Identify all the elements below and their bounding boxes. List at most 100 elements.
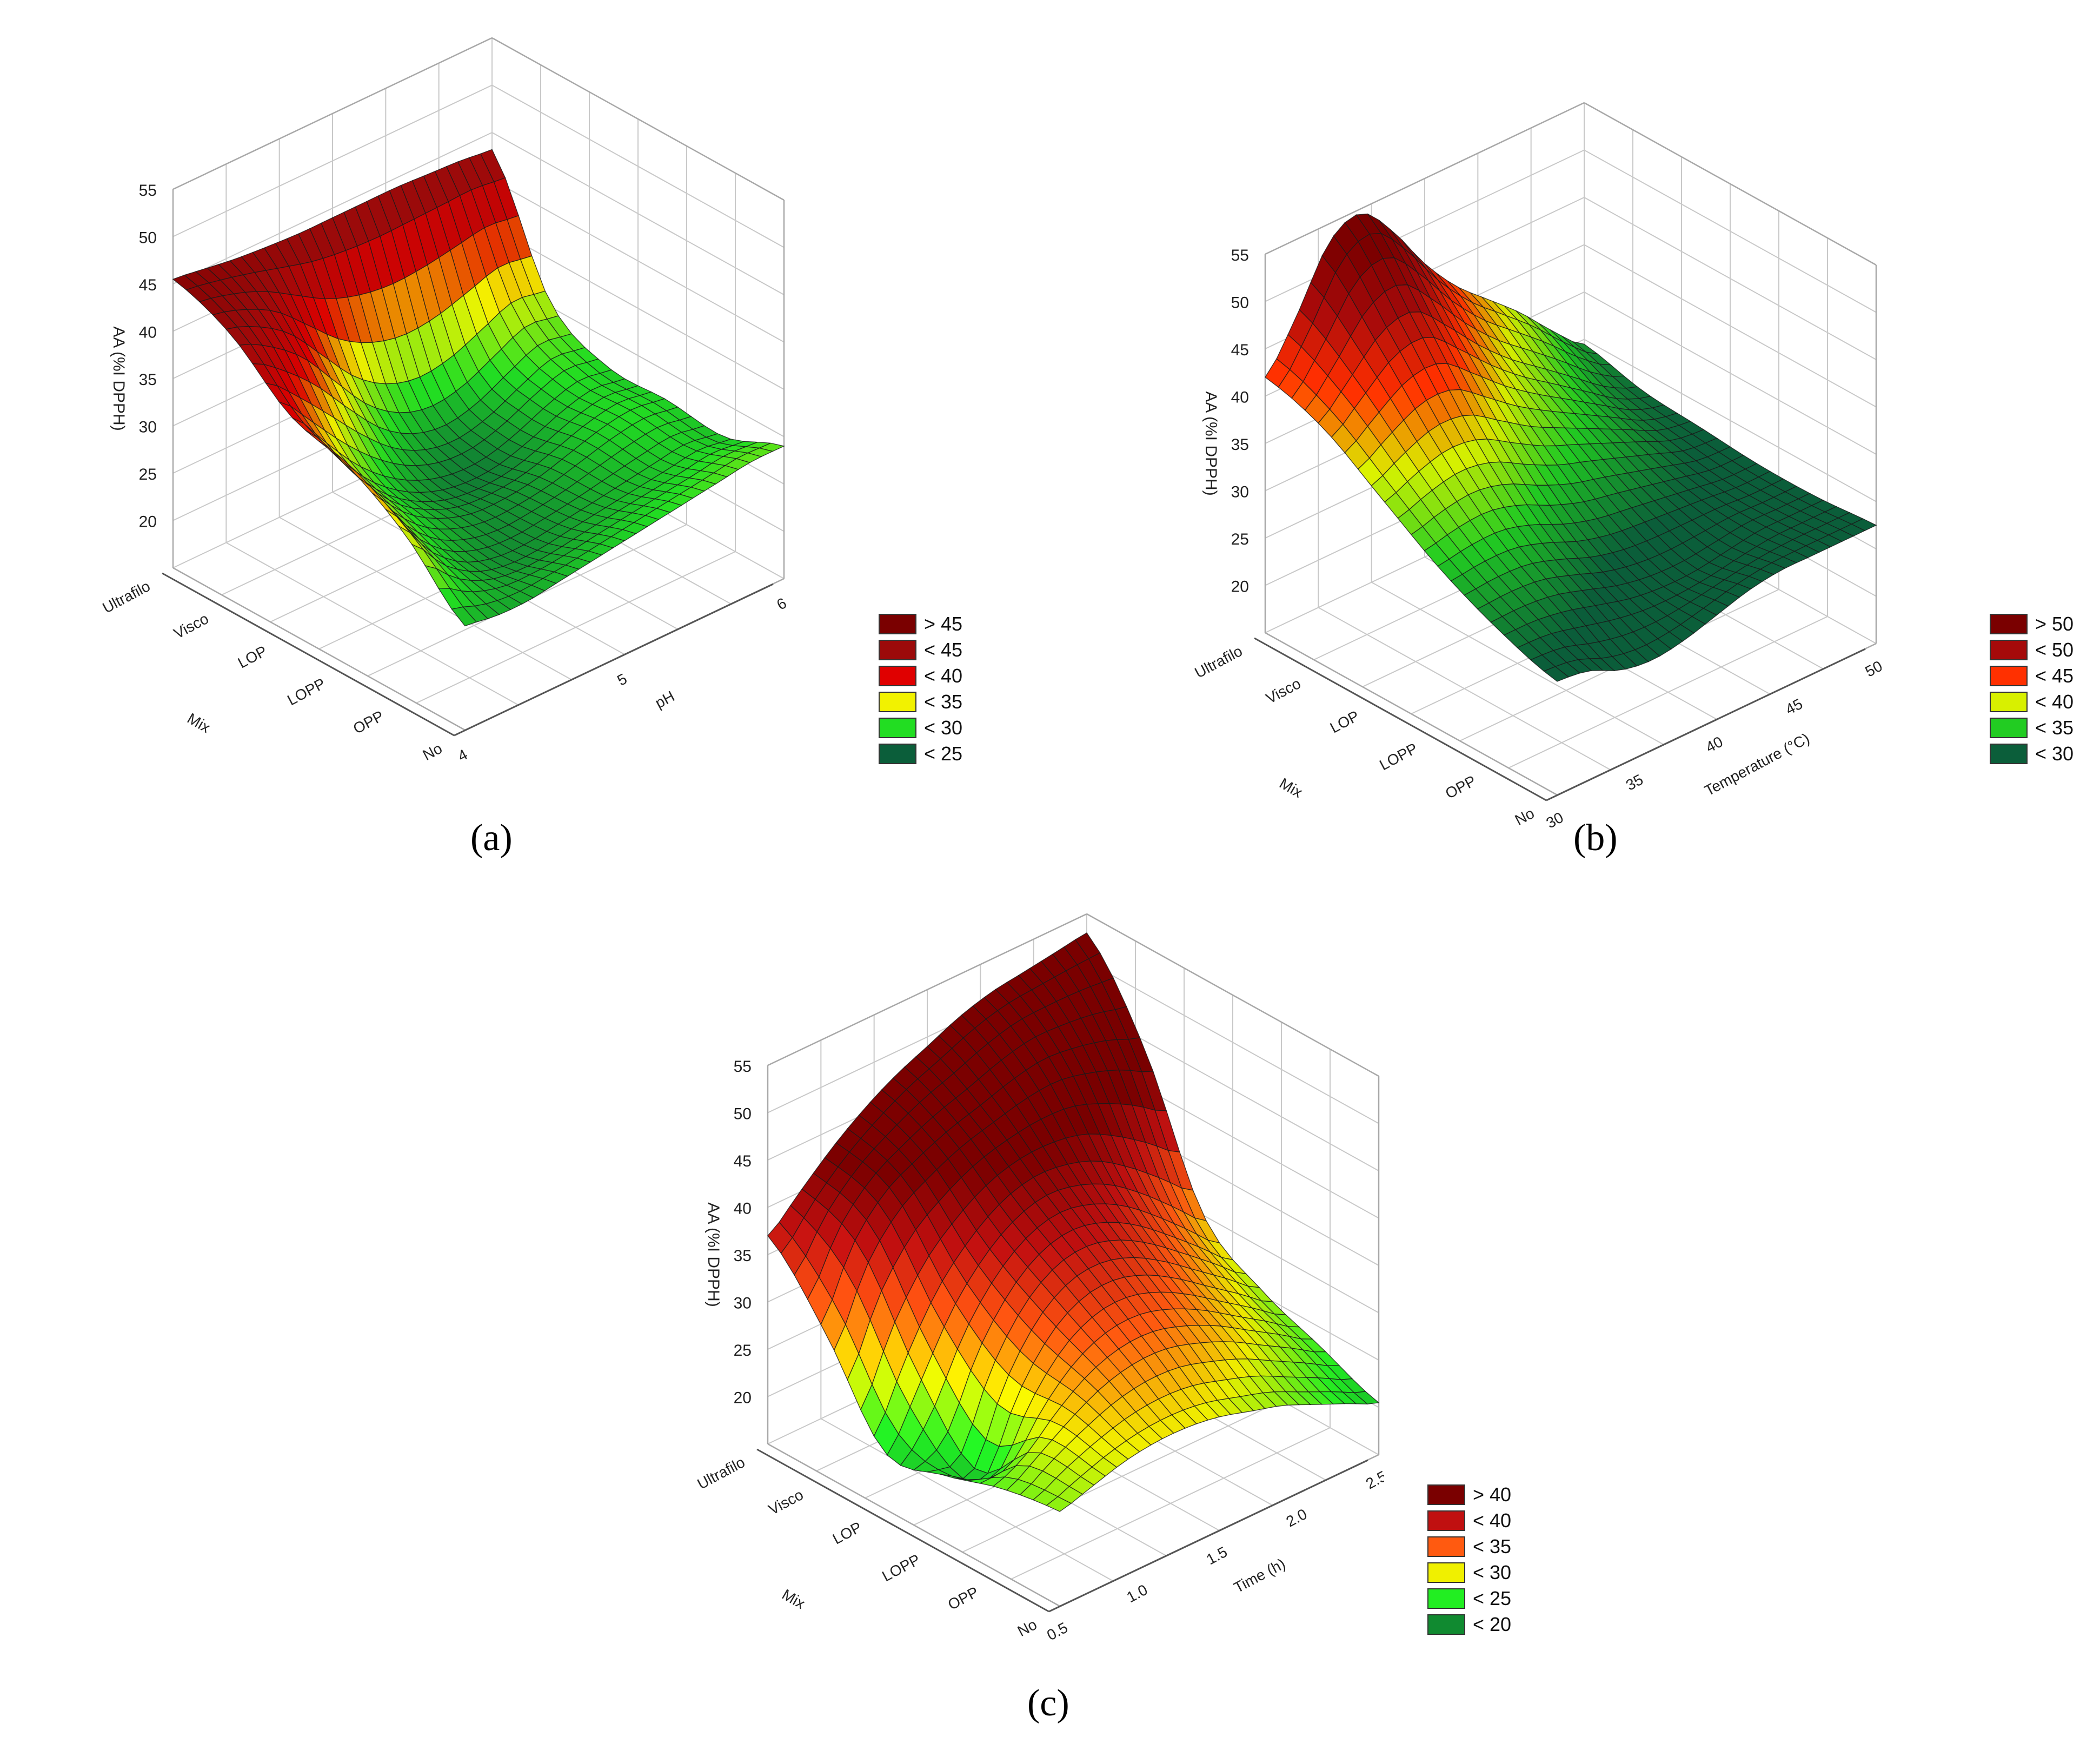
- legend-c: > 40 < 40 < 35 < 30 < 25 < 20: [1427, 1482, 1511, 1638]
- plot-a-legend-entry: < 40: [879, 663, 962, 689]
- plot-c-legend-entry: < 30: [1427, 1560, 1511, 1586]
- plot-a-category-tick-label: OPP: [350, 707, 387, 737]
- plot-b-legend-label: < 45: [2035, 665, 2074, 687]
- plot-a-surface: [172, 149, 786, 627]
- plot-a-box-edge: [172, 567, 466, 731]
- surface-plot-c: 20 25 30 35 40 45 50 55 AA (%I DPPH) Ultrafilo Vis…: [694, 913, 1384, 1644]
- plot-a-legend-label: > 45: [924, 613, 963, 635]
- plot-c-surface-cell: [1046, 1496, 1072, 1512]
- plot-b-legend-swatch: [1990, 614, 2028, 634]
- plot-a-legend-entry: > 45: [879, 611, 962, 637]
- plot-a-legend-entry: < 45: [879, 637, 962, 663]
- plot-c-legend-entry: < 35: [1427, 1534, 1511, 1560]
- plot-a-legend-swatch: [879, 744, 916, 764]
- plot-a-y-tick-label: 4: [455, 746, 470, 765]
- plot-b-y-tick-label: 40: [1703, 733, 1726, 756]
- plot-a-y-tick-label: 6: [774, 594, 789, 613]
- plot-c-legend-label: < 30: [1473, 1561, 1512, 1583]
- plot-a-legend-label: < 30: [924, 717, 963, 739]
- plot-c-legend-label: < 40: [1473, 1509, 1512, 1532]
- plot-a-legend-swatch: [879, 692, 916, 712]
- plot-c-y-tick-label: 0.5: [1044, 1619, 1071, 1644]
- plot-c-category-tick-label: LOP: [830, 1519, 865, 1548]
- plot-c-x-axis-label: Mix: [779, 1586, 808, 1612]
- plot-b-z-tick-label: 50: [1231, 294, 1249, 312]
- plot-b-legend-entry: < 30: [1990, 741, 2074, 767]
- plot-c-legend-label: > 40: [1473, 1483, 1512, 1506]
- plot-c-legend-swatch: [1427, 1562, 1465, 1583]
- plot-a-category-tick-label: LOP: [235, 642, 270, 672]
- plot-b-gridline: [1371, 581, 1664, 745]
- plot-b-legend-swatch: [1990, 640, 2028, 660]
- plot-a-legend-label: < 35: [924, 691, 963, 713]
- plot-b-legend-entry: < 45: [1990, 663, 2074, 689]
- plot-a-legend-label: < 40: [924, 665, 963, 687]
- plot-c-axis-line: [1048, 1459, 1368, 1613]
- plot-c-y-tick-label: 1.0: [1124, 1581, 1151, 1606]
- plot-c-axis-line: [756, 1448, 1049, 1613]
- plot-b-gridline: [1318, 607, 1611, 771]
- plot-a-gridline: [279, 516, 572, 680]
- plot-b-surface-cell: [1543, 666, 1570, 682]
- plot-b-box-edge: [1265, 632, 1558, 796]
- plot-b-z-tick-label: 45: [1231, 341, 1249, 359]
- plot-a-y-axis-label: pH: [652, 688, 677, 712]
- plot-c-box-edge: [767, 913, 1087, 1066]
- plot-b-category-tick-label: LOPP: [1377, 740, 1420, 773]
- plot-c-y-axis-label: Time (h): [1231, 1555, 1288, 1596]
- plot-b-z-tick-label: 30: [1231, 483, 1249, 501]
- plot-a-z-tick-label: 50: [139, 229, 157, 247]
- plot-a-axis-line: [454, 583, 774, 737]
- plot-c-y-tick-label: 2.5: [1363, 1468, 1384, 1493]
- plot-c-legend-label: < 35: [1473, 1535, 1512, 1557]
- plot-c-category-tick-label: LOPP: [879, 1551, 923, 1585]
- plot-b-legend-label: < 40: [2035, 691, 2074, 713]
- plot-a-z-tick-label: 40: [139, 324, 157, 342]
- plot-b-z-tick-label: 40: [1231, 389, 1249, 407]
- plot-a-y-tick-label: 5: [614, 670, 629, 689]
- plot-a-axis-line: [162, 572, 455, 737]
- plot-c-z-tick-label: 50: [734, 1105, 752, 1123]
- plot-a-legend-label: < 25: [924, 743, 963, 765]
- plot-a-box-edge: [491, 37, 785, 201]
- plot-a-z-tick-label: 55: [139, 182, 157, 200]
- plot-b-legend-swatch: [1990, 692, 2028, 712]
- plot-b-category-tick-label: OPP: [1443, 772, 1479, 802]
- plot-b-axis-line: [1546, 648, 1866, 801]
- plot-c-y-tick-label: 1.5: [1204, 1543, 1230, 1568]
- plot-a-category-tick-label: Ultrafilo: [99, 578, 152, 617]
- plot-b-y-tick-label: 45: [1783, 695, 1805, 718]
- panel-label-c: (c): [1027, 1682, 1069, 1724]
- plot-a-legend-label: < 45: [924, 639, 963, 661]
- plot-c-legend-label: < 20: [1473, 1613, 1512, 1635]
- plot-a-z-tick-label: 35: [139, 371, 157, 389]
- plot-c-legend-label: < 25: [1473, 1587, 1512, 1609]
- plot-b-legend-entry: > 50: [1990, 611, 2074, 637]
- plot-b-legend-label: < 35: [2035, 717, 2074, 739]
- plot-a-x-axis-label: Mix: [184, 710, 213, 736]
- plot-b-legend-label: < 30: [2035, 743, 2074, 765]
- plot-b-box-edge: [1584, 102, 1877, 266]
- plot-a-category-tick-label: No: [420, 740, 445, 764]
- plot-b-category-tick-label: LOP: [1327, 707, 1362, 737]
- plot-c-legend-entry: < 25: [1427, 1586, 1511, 1612]
- plot-c-category-tick-label: Ultrafilo: [694, 1454, 747, 1493]
- surface-plot-b: 20 25 30 35 40 45 50 55 AA (%I DPPH) Ultrafilo Vis…: [1192, 102, 1882, 832]
- plot-a-gridline: [225, 542, 519, 706]
- plot-a-legend-swatch: [879, 614, 916, 634]
- plot-a-z-axis-label: AA (%I DPPH): [110, 326, 128, 430]
- plot-c-z-tick-label: 40: [734, 1200, 752, 1218]
- plot-c-z-tick-label: 55: [734, 1058, 752, 1076]
- plot-c-legend-entry: < 20: [1427, 1612, 1511, 1638]
- plot-b-category-tick-label: Ultrafilo: [1192, 642, 1245, 681]
- plot-b-legend-entry: < 40: [1990, 689, 2074, 715]
- plot-a-legend-swatch: [879, 640, 916, 660]
- plot-a-z-tick-label: 25: [139, 466, 157, 483]
- plot-a-legend-entry: < 30: [879, 715, 962, 741]
- plot-b-legend-swatch: [1990, 744, 2028, 764]
- plot-c-z-tick-label: 30: [734, 1295, 752, 1312]
- plot-c-legend-swatch: [1427, 1510, 1465, 1531]
- plot-c-surface: [767, 932, 1380, 1512]
